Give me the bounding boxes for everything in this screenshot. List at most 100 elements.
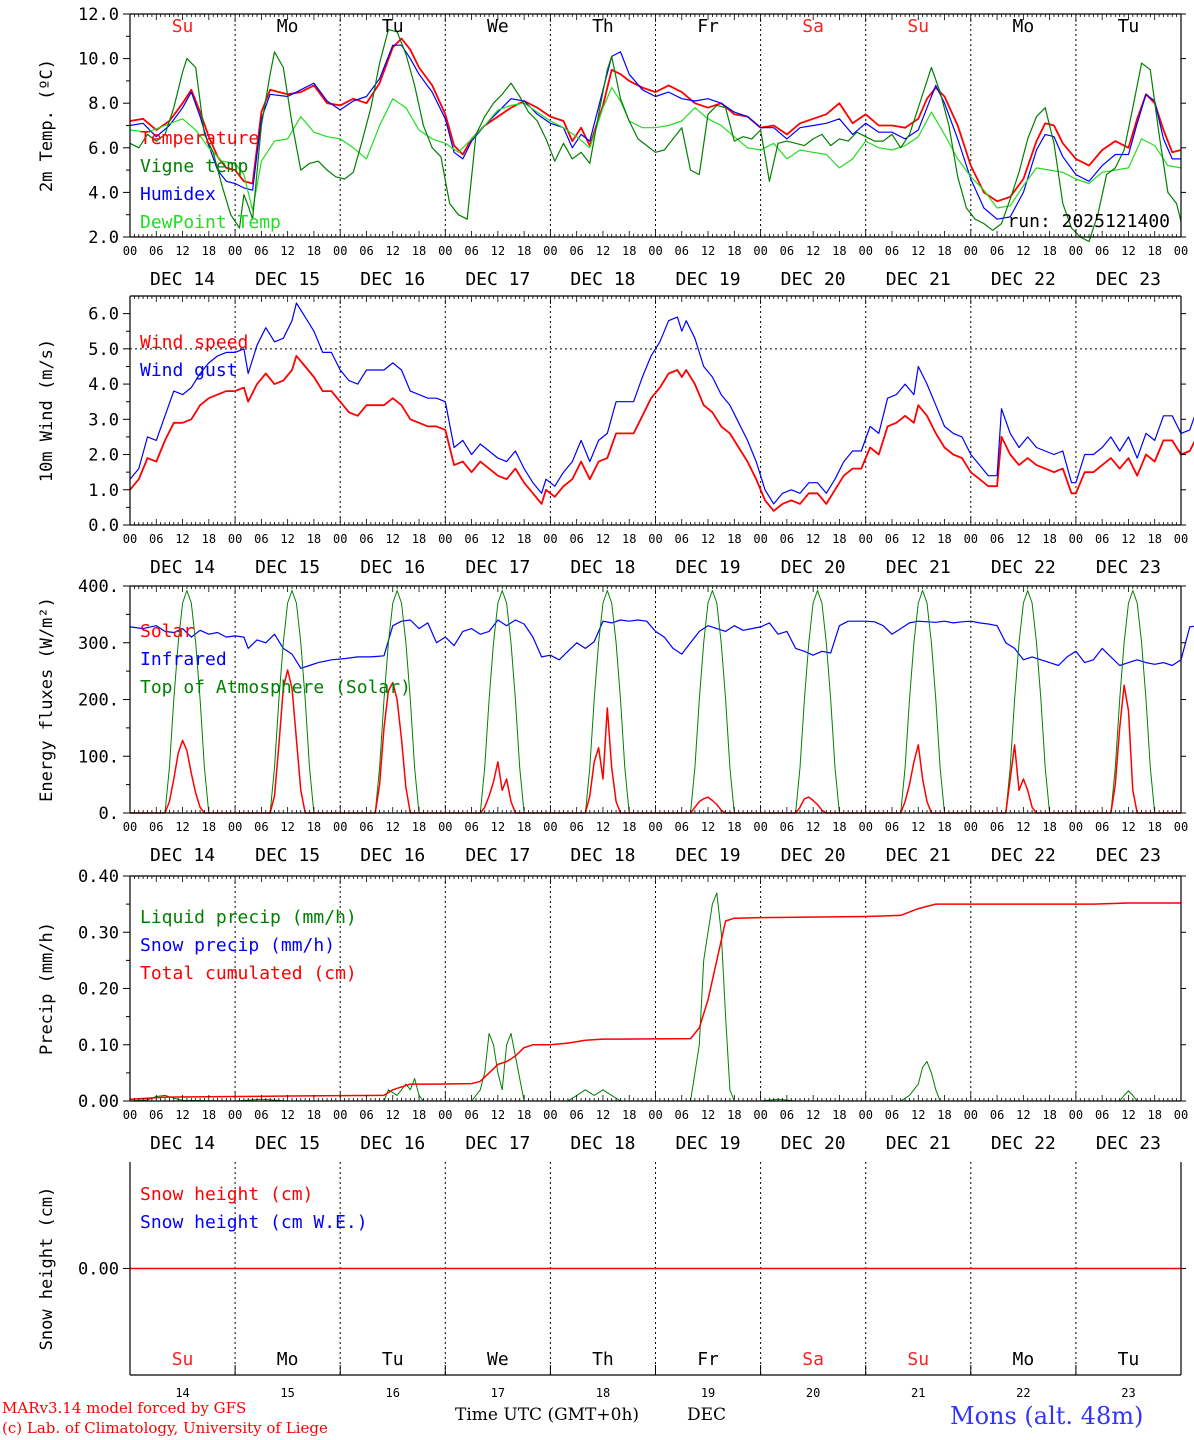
day-number-label: 17 (491, 1386, 505, 1400)
date-label: DEC 18 (570, 557, 635, 578)
hour-label: 18 (832, 1108, 846, 1122)
y-tick-label: 0.40 (78, 867, 119, 887)
hour-label: 00 (1174, 820, 1188, 834)
y-tick-label: 5.0 (88, 340, 119, 360)
y-tick-label: 12.0 (78, 5, 119, 25)
hour-label: 12 (491, 532, 505, 546)
hour-label: 12 (491, 820, 505, 834)
wind-panel: 00 06 12 18 00 06 12 18 00 06 12 18 00 06 12 18 00 06 12 18… (37, 295, 1194, 578)
weekday-label: Su (907, 16, 929, 37)
hour-label: 00 (228, 1108, 242, 1122)
legend-entry: Snow height (cm W.E.) (140, 1212, 368, 1233)
y-tick-label: 400. (78, 577, 119, 597)
hour-label: 12 (1121, 244, 1135, 258)
hour-label: 00 (648, 244, 662, 258)
weekday-label: Th (592, 16, 614, 37)
series-line (129, 37, 1182, 203)
date-label: DEC 23 (1096, 269, 1161, 290)
date-label: DEC 20 (781, 845, 846, 866)
weekday-label: Tu (1118, 16, 1140, 37)
y-tick-label: 0. (99, 804, 119, 824)
hour-label: 18 (1147, 244, 1161, 258)
hour-label: 00 (1174, 532, 1188, 546)
hour-label: 00 (333, 532, 347, 546)
hour-label: 12 (701, 244, 715, 258)
hour-label: 18 (832, 532, 846, 546)
date-label: DEC 17 (465, 269, 530, 290)
series-line (129, 619, 1194, 669)
hour-label: 12 (280, 1108, 294, 1122)
date-label: DEC 22 (991, 269, 1056, 290)
hour-label: 18 (727, 1108, 741, 1122)
date-label: DEC 15 (255, 557, 320, 578)
legend-entry: Top of Atmosphere (Solar) (140, 677, 411, 698)
day-number-label: 15 (280, 1386, 294, 1400)
weekday-label: We (487, 1349, 509, 1370)
y-tick-label: 3.0 (88, 410, 119, 430)
y-axis-title: 2m Temp. (ºC) (37, 59, 57, 192)
hour-label: 06 (464, 244, 478, 258)
hour-label: 00 (858, 532, 872, 546)
hour-label: 06 (254, 244, 268, 258)
hour-label: 12 (596, 1108, 610, 1122)
hour-label: 06 (780, 1108, 794, 1122)
credit-line-2: (c) Lab. of Climatology, University of L… (2, 1419, 328, 1437)
temp-series (129, 29, 1182, 243)
date-label: DEC 18 (570, 845, 635, 866)
hour-label: 06 (990, 820, 1004, 834)
series-line (129, 354, 1194, 512)
hour-label: 18 (202, 1108, 216, 1122)
date-label: DEC 16 (360, 1133, 425, 1154)
hour-label: 18 (307, 532, 321, 546)
y-tick-label: 0.0 (88, 516, 119, 536)
day-number-label: 19 (701, 1386, 715, 1400)
hour-label: 18 (412, 532, 426, 546)
hour-label: 00 (648, 532, 662, 546)
hour-label: 18 (1042, 1108, 1056, 1122)
weekday-label: Tu (382, 1349, 404, 1370)
y-tick-label: 6.0 (88, 305, 119, 325)
weekday-label: Su (172, 1349, 194, 1370)
hour-label: 18 (517, 820, 531, 834)
legend-entry: Vigne temp (140, 156, 248, 177)
hour-label: 00 (753, 1108, 767, 1122)
hour-label: 00 (1069, 532, 1083, 546)
legend-entry: Solar (140, 621, 194, 642)
hour-label: 00 (964, 820, 978, 834)
hour-label: 00 (648, 820, 662, 834)
hour-label: 06 (675, 244, 689, 258)
date-label: DEC 19 (676, 557, 741, 578)
run-label: run: 2025121400 (1007, 211, 1170, 232)
date-label: DEC 14 (150, 845, 215, 866)
credit-line-1: MARv3.14 model forced by GFS (2, 1399, 247, 1417)
date-label: DEC 23 (1096, 1133, 1161, 1154)
hour-label: 12 (1121, 532, 1135, 546)
hour-label: 12 (806, 1108, 820, 1122)
hour-label: 00 (333, 244, 347, 258)
hour-label: 06 (1095, 820, 1109, 834)
legend-entry: Snow precip (mm/h) (140, 935, 335, 956)
y-tick-label: 100. (78, 747, 119, 767)
y-tick-label: 0.00 (78, 1260, 119, 1280)
weekday-label: Fr (697, 1349, 719, 1370)
day-number-label: 20 (806, 1386, 820, 1400)
hour-label: 00 (438, 820, 452, 834)
hour-label: 06 (254, 1108, 268, 1122)
hour-label: 00 (333, 1108, 347, 1122)
hour-label: 18 (937, 532, 951, 546)
hour-label: 18 (307, 1108, 321, 1122)
hour-label: 12 (175, 532, 189, 546)
day-number-label: 23 (1121, 1386, 1135, 1400)
hour-label: 06 (885, 532, 899, 546)
hour-label: 12 (491, 1108, 505, 1122)
temp-panel: 00 06 12 18 00 06 12 18 00 06 12 18 00 06 12 18 00 06 12 18… (37, 5, 1188, 290)
hour-label: 12 (280, 244, 294, 258)
hour-label: 12 (491, 244, 505, 258)
hour-label: 00 (123, 532, 137, 546)
weekday-label: Mo (277, 1349, 299, 1370)
hour-label: 12 (1121, 820, 1135, 834)
hour-label: 00 (438, 532, 452, 546)
hour-label: 12 (911, 820, 925, 834)
date-label: DEC 15 (255, 1133, 320, 1154)
y-tick-label: 4.0 (88, 375, 119, 395)
